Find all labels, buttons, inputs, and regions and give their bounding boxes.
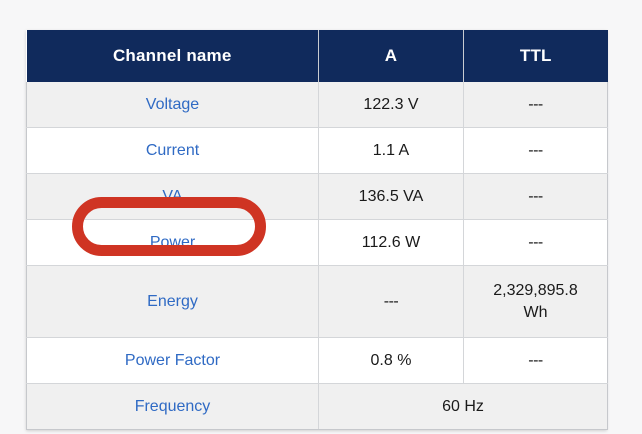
table-header-row: Channel name A TTL	[26, 30, 608, 82]
table-body: Voltage 122.3 V --- Current 1.1 A --- VA	[26, 82, 608, 430]
value-cell-current-ttl: ---	[463, 127, 608, 174]
channel-link-voltage[interactable]: Voltage	[145, 95, 200, 113]
table-row-frequency: Frequency 60 Hz	[26, 383, 608, 430]
value-cell-power-factor-ttl: ---	[463, 337, 608, 384]
channel-name-cell-power-factor: Power Factor	[26, 337, 319, 384]
value-cell-voltage-a: 122.3 V	[318, 82, 464, 128]
table-row-power-factor: Power Factor 0.8 % ---	[26, 337, 608, 384]
channel-link-power-factor[interactable]: Power Factor	[124, 351, 221, 369]
energy-value-text: 2,329,895.8 Wh	[493, 282, 578, 321]
value-cell-current-a: 1.1 A	[318, 127, 464, 174]
value-cell-energy-ttl: 2,329,895.8 Wh	[463, 265, 608, 338]
column-header-a[interactable]: A	[318, 30, 464, 82]
channel-name-cell-power: Power	[26, 219, 319, 266]
value-cell-power-a: 112.6 W	[318, 219, 464, 266]
channel-link-power[interactable]: Power	[149, 233, 196, 251]
value-cell-power-ttl: ---	[463, 219, 608, 266]
table-row-current: Current 1.1 A ---	[26, 127, 608, 174]
channel-link-energy[interactable]: Energy	[147, 292, 198, 310]
value-cell-energy-a: ---	[318, 265, 464, 338]
value-cell-frequency-span: 60 Hz	[318, 383, 608, 430]
channel-name-cell-va: VA	[26, 173, 319, 220]
channel-link-frequency[interactable]: Frequency	[134, 397, 211, 415]
table-row-power: Power 112.6 W ---	[26, 219, 608, 266]
table-row-voltage: Voltage 122.3 V ---	[26, 82, 608, 128]
channel-name-cell-energy: Energy	[26, 265, 319, 338]
measurements-table-container: Channel name A TTL Voltage 122.3 V --- C…	[26, 30, 608, 430]
column-header-ttl[interactable]: TTL	[463, 30, 608, 82]
value-cell-power-factor-a: 0.8 %	[318, 337, 464, 384]
table-row-energy: Energy --- 2,329,895.8 Wh	[26, 265, 608, 338]
column-header-channel-name[interactable]: Channel name	[26, 30, 319, 82]
channel-name-cell-frequency: Frequency	[26, 383, 319, 430]
channel-link-current[interactable]: Current	[145, 141, 200, 159]
value-cell-voltage-ttl: ---	[463, 82, 608, 128]
measurements-table: Channel name A TTL Voltage 122.3 V --- C…	[26, 30, 608, 430]
value-cell-va-ttl: ---	[463, 173, 608, 220]
channel-name-cell-voltage: Voltage	[26, 82, 319, 128]
channel-link-va[interactable]: VA	[162, 187, 183, 205]
table-header: Channel name A TTL	[26, 30, 608, 82]
table-row-va: VA 136.5 VA ---	[26, 173, 608, 220]
value-cell-va-a: 136.5 VA	[318, 173, 464, 220]
channel-name-cell-current: Current	[26, 127, 319, 174]
